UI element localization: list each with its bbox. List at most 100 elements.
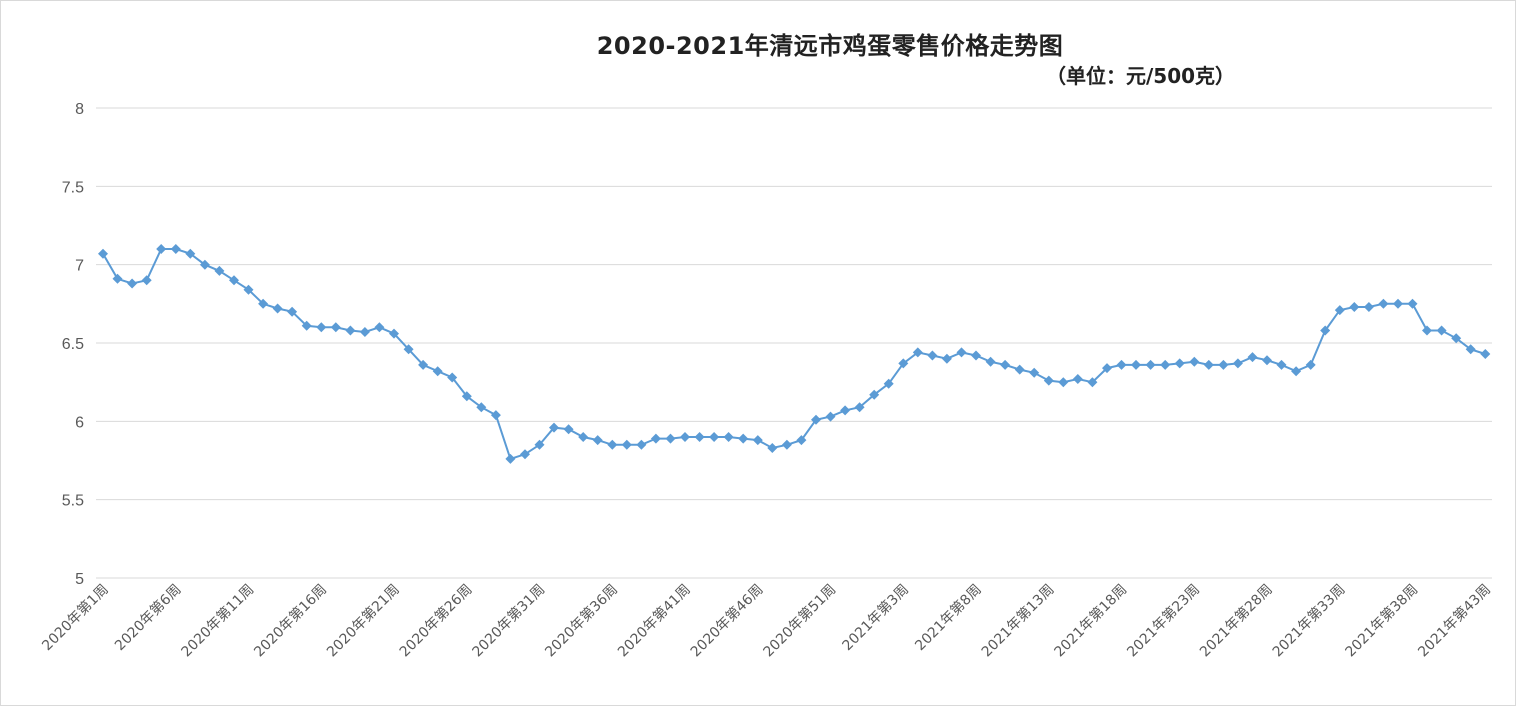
data-point bbox=[621, 439, 632, 450]
data-point bbox=[374, 322, 385, 333]
data-point bbox=[549, 422, 559, 433]
y-tick-label: 6.5 bbox=[62, 336, 84, 353]
data-point bbox=[272, 303, 283, 314]
data-point bbox=[1203, 359, 1214, 370]
data-point bbox=[680, 432, 690, 442]
x-tick-label: 2021年第3周 bbox=[839, 581, 912, 654]
data-point bbox=[883, 378, 894, 389]
data-point bbox=[1160, 359, 1171, 370]
data-point bbox=[1291, 366, 1302, 377]
data-point bbox=[607, 439, 618, 450]
data-point bbox=[112, 273, 123, 284]
data-point bbox=[1116, 359, 1127, 370]
data-point bbox=[869, 389, 880, 400]
data-point bbox=[243, 284, 254, 295]
gridlines bbox=[96, 107, 1492, 579]
data-point bbox=[98, 248, 108, 259]
x-tick-label: 2021年第13周 bbox=[978, 581, 1058, 661]
x-tick-label: 2020年第11周 bbox=[178, 581, 258, 661]
data-point bbox=[287, 306, 298, 317]
data-point bbox=[1072, 374, 1083, 384]
data-point bbox=[912, 347, 923, 358]
data-point bbox=[1218, 359, 1229, 370]
data-point bbox=[185, 248, 196, 259]
x-tick-label: 2021年第18周 bbox=[1051, 581, 1131, 661]
data-point bbox=[927, 350, 938, 361]
y-tick-label: 7 bbox=[75, 258, 84, 275]
data-point bbox=[1378, 298, 1389, 309]
data-point bbox=[476, 402, 487, 413]
data-point bbox=[941, 353, 952, 364]
data-point bbox=[1436, 325, 1447, 336]
data-point bbox=[578, 432, 589, 442]
data-point bbox=[723, 432, 734, 442]
x-tick-label: 2021年第33周 bbox=[1269, 581, 1349, 661]
data-point bbox=[389, 328, 399, 339]
data-point bbox=[811, 414, 821, 425]
data-point bbox=[1174, 358, 1185, 369]
x-tick-label: 2020年第26周 bbox=[396, 581, 476, 661]
data-point bbox=[1393, 298, 1403, 309]
data-point bbox=[199, 259, 210, 270]
x-tick-label: 2020年第31周 bbox=[469, 581, 549, 661]
y-tick-label: 5 bbox=[75, 571, 84, 588]
data-point bbox=[418, 359, 429, 370]
data-point bbox=[854, 402, 865, 413]
data-point bbox=[1305, 359, 1316, 370]
data-point bbox=[563, 424, 574, 435]
data-point bbox=[1349, 302, 1360, 312]
data-point bbox=[403, 344, 414, 355]
data-point bbox=[825, 411, 836, 422]
data-point bbox=[1043, 375, 1054, 386]
x-tick-label: 2021年第23周 bbox=[1124, 581, 1204, 661]
x-tick-label: 2020年第51周 bbox=[760, 581, 840, 661]
chart-subtitle: （单位：元/500克） bbox=[1046, 64, 1236, 88]
y-tick-label: 8 bbox=[75, 101, 84, 118]
data-point bbox=[1232, 358, 1243, 369]
data-point bbox=[1451, 333, 1462, 344]
data-point bbox=[956, 347, 967, 358]
data-point bbox=[1422, 325, 1432, 336]
data-point bbox=[141, 275, 152, 286]
data-point bbox=[709, 432, 720, 442]
plot-area bbox=[98, 244, 1491, 464]
x-tick-label: 2020年第21周 bbox=[323, 581, 403, 661]
data-point bbox=[694, 432, 705, 442]
y-tick-label: 5.5 bbox=[62, 493, 84, 510]
data-point bbox=[156, 244, 167, 254]
data-point bbox=[359, 327, 370, 337]
data-point bbox=[127, 278, 138, 289]
data-point bbox=[316, 322, 327, 333]
data-point bbox=[490, 410, 501, 421]
data-point bbox=[796, 435, 807, 446]
data-point bbox=[1247, 352, 1258, 363]
data-point bbox=[1014, 364, 1025, 375]
x-tick-label: 2021年第8周 bbox=[912, 581, 985, 654]
data-point bbox=[447, 372, 458, 383]
x-tick-label: 2021年第28周 bbox=[1196, 581, 1276, 661]
data-point bbox=[534, 439, 545, 450]
y-tick-label: 6 bbox=[75, 414, 84, 431]
data-point bbox=[1145, 359, 1156, 370]
data-point bbox=[258, 298, 269, 309]
data-point bbox=[229, 275, 239, 286]
x-tick-label: 2020年第6周 bbox=[111, 581, 184, 654]
data-point bbox=[650, 433, 661, 444]
x-axis: 2020年第1周 2020年第6周2020年第11周2020年第16周2020年第… bbox=[39, 581, 1494, 661]
x-tick-label: 2020年第36周 bbox=[542, 581, 622, 661]
data-point bbox=[170, 244, 181, 254]
x-tick-label: 2021年第43周 bbox=[1415, 581, 1495, 661]
data-point bbox=[505, 453, 516, 464]
x-tick-label: 2020年第41周 bbox=[614, 581, 694, 661]
data-point bbox=[330, 322, 341, 333]
data-point bbox=[738, 433, 749, 444]
series-line bbox=[102, 248, 1486, 461]
data-point bbox=[1131, 359, 1141, 370]
data-point bbox=[665, 433, 676, 444]
data-point bbox=[1000, 359, 1011, 370]
data-point bbox=[1262, 355, 1272, 366]
data-point bbox=[971, 350, 981, 361]
data-point bbox=[985, 356, 996, 367]
x-tick-label: 2021年第38周 bbox=[1342, 581, 1422, 661]
